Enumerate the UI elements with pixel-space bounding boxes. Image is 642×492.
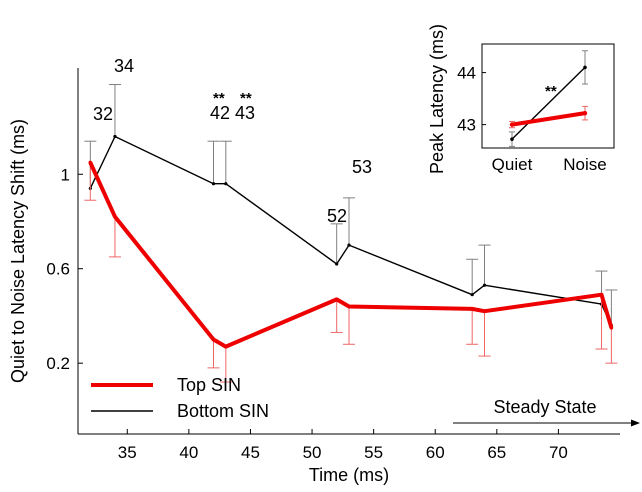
x-tick-label: 70 [549,443,568,462]
x-tick-label: 35 [118,443,137,462]
main-x-axis-title: Time (ms) [309,465,389,485]
inset-y-tick-label: 44 [457,64,476,83]
n-labels: 32 34 42 43 52 53 [93,56,372,226]
data-point [334,297,339,302]
inset-series-line [511,66,586,140]
inset-frame [481,43,615,149]
main-marks [84,84,618,383]
significance-markers: ** ** [213,90,252,107]
data-point [88,160,93,165]
n-label: 52 [327,206,347,226]
inset-x-tick-label: Noise [563,155,606,174]
inset-significance-marker: ** [545,83,557,100]
inset-series-bottom-sin [509,50,588,147]
x-tick-label: 50 [303,443,322,462]
inset-marks [509,50,588,147]
significance-marker: ** [240,90,252,107]
n-label: 42 [210,103,230,123]
data-point [347,304,351,309]
series-line [88,161,614,349]
x-tick-label: 40 [179,443,198,462]
n-label: 34 [114,56,134,76]
data-point [482,309,487,314]
data-point [609,325,614,330]
series-top-sin [84,160,618,383]
inset-x-ticks: Quiet Noise [492,155,607,174]
main-y-axis-title: Quiet to Noise Latency Shift (ms) [8,119,28,383]
inset-data-point [510,137,514,141]
legend-label-top-sin: Top SIN [177,375,241,395]
data-point [211,337,216,342]
inset-y-axis-title: Peak Latency (ms) [427,24,447,174]
inset-data-point [509,122,515,127]
data-point [335,262,339,266]
inset-data-point [582,110,588,116]
main-x-ticks: 35 40 45 50 55 60 65 70 [118,429,568,462]
n-label: 53 [352,157,372,177]
data-point [113,214,117,219]
data-point [224,344,228,349]
data-point [211,182,216,186]
x-tick-label: 65 [487,443,506,462]
inset-y-ticks: 43 44 [457,64,486,135]
inset-chart: 43 44 Quiet Noise Peak Latency (ms) ** [427,24,615,174]
n-label: 43 [235,103,255,123]
significance-marker: ** [213,90,225,107]
data-point [599,292,604,297]
legend: Top SIN Bottom SIN [91,375,269,421]
main-chart: 35 40 45 50 55 60 65 70 Time (ms) 0.2 0.6 1 Quiet… [8,56,640,485]
data-point [113,134,117,139]
y-tick-label: 0.6 [46,260,70,279]
x-tick-label: 55 [364,443,383,462]
inset-series-top-sin [509,105,588,129]
y-tick-label: 1 [61,165,70,184]
series-bottom-sin [84,84,618,327]
steady-state-label: Steady State [493,397,596,417]
series-line [89,135,613,326]
main-y-axis: 0.2 0.6 1 Quiet to Noise Latency Shift (ms… [8,68,83,434]
x-tick-label: 60 [426,443,445,462]
main-y-ticks: 0.2 0.6 1 [46,165,83,373]
inset-series-line [511,111,586,127]
data-point [470,293,474,297]
inset-x-tick-label: Quiet [492,155,533,174]
inset-y-tick-label: 43 [457,116,476,135]
n-label: 32 [93,104,113,124]
main-x-axis: 35 40 45 50 55 60 65 70 Time (ms) [78,429,620,485]
x-tick-label: 45 [241,443,260,462]
arrow-head [631,419,640,427]
data-point [470,307,474,311]
steady-state-arrow: Steady State [453,397,640,427]
data-point [347,243,351,247]
legend-label-bottom-sin: Bottom SIN [177,401,269,421]
inset-data-point [583,65,587,70]
y-tick-label: 0.2 [46,354,70,373]
data-point [224,182,228,186]
data-point [482,283,487,287]
